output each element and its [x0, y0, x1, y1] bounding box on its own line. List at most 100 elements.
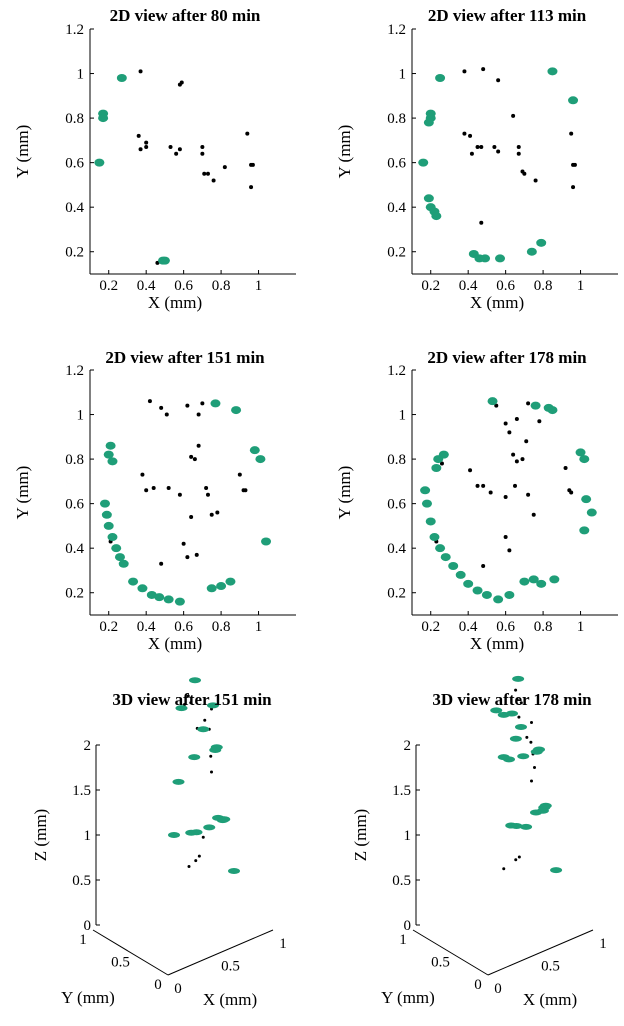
pore-point [163, 595, 174, 604]
particle-point [503, 494, 508, 499]
particle-point [192, 457, 197, 462]
particle-point [572, 162, 577, 167]
particle-point [185, 555, 190, 560]
particle-point [469, 151, 474, 156]
y-tick-label: 0.2 [387, 586, 406, 602]
particle-point [250, 162, 255, 167]
particle-point [243, 488, 248, 493]
pore-point [493, 595, 504, 604]
pore-point [448, 562, 459, 570]
pore-point [487, 397, 498, 406]
particle-point [494, 403, 499, 408]
x-tick-label: 1 [599, 936, 607, 952]
x-axis-label: X (mm) [523, 990, 577, 1009]
pore-point [530, 748, 543, 755]
panel-title-80: 2D view after 80 min [109, 6, 261, 25]
y-tick-label: 0.8 [65, 452, 84, 468]
particle-point [571, 185, 576, 190]
y-tick-label: 1 [77, 408, 85, 424]
particle-point [522, 171, 527, 176]
pore-point [581, 495, 592, 504]
pore-point [225, 577, 236, 586]
y-tick-label: 1 [399, 932, 407, 948]
particle-point [563, 466, 568, 470]
particle-point [181, 541, 186, 546]
particle-point [479, 145, 484, 150]
z-tick-label: 0.5 [72, 873, 91, 889]
x-axis-line [487, 929, 594, 976]
z-tick-label: 2 [84, 738, 92, 754]
particle-point [503, 535, 508, 540]
particle-point [189, 454, 194, 459]
y-axis-label: Y (mm) [381, 988, 435, 1007]
pore-point [480, 254, 491, 263]
particle-point [481, 483, 486, 488]
particle-point [194, 859, 198, 863]
particle-point [569, 131, 574, 136]
particle-point [138, 147, 143, 152]
pore-point [207, 702, 219, 709]
particle-point [196, 443, 201, 448]
particle-point [531, 512, 536, 517]
x-tick-label: 0.2 [421, 619, 440, 635]
y-tick-label: 0.6 [65, 156, 84, 172]
y-axis-label: Y (mm) [13, 466, 32, 520]
pore-point [463, 579, 474, 588]
pore-point [506, 710, 518, 717]
pore-point [172, 778, 185, 785]
y-tick-label: 1 [399, 67, 407, 83]
pore-point [111, 544, 122, 553]
pore-point [101, 510, 112, 519]
pore-point [539, 802, 552, 809]
particle-point [507, 548, 512, 553]
particle-point [439, 461, 444, 466]
pore-point [189, 677, 201, 684]
pore-point [94, 158, 105, 167]
particle-point [196, 412, 201, 417]
particle-point [140, 472, 145, 477]
x-tick-label: 1 [279, 936, 287, 952]
y-tick-label: 0.6 [387, 156, 406, 172]
particle-point [533, 766, 536, 769]
pore-point [536, 579, 547, 588]
y-axis-label: Y (mm) [335, 466, 354, 520]
particle-point [205, 492, 210, 497]
panel-title-113: 2D view after 113 min [427, 6, 587, 25]
pore-point [175, 705, 188, 712]
x-axis-label: X (mm) [203, 990, 257, 1009]
z-tick-label: 0 [84, 918, 92, 934]
particle-point [496, 78, 501, 83]
particle-point [496, 149, 501, 154]
particle-point [144, 145, 149, 150]
x-tick-label: 0.5 [541, 959, 560, 975]
x-tick-label: 0.8 [534, 278, 553, 294]
pore-point [116, 74, 127, 82]
pore-point [517, 753, 530, 760]
pore-point [99, 499, 110, 508]
y-tick-label: 0.6 [387, 497, 406, 513]
pore-point [216, 582, 227, 591]
particle-point [201, 835, 205, 839]
particle-point [200, 151, 205, 156]
y-tick-label: 1.2 [387, 22, 406, 38]
particle-point [519, 701, 523, 705]
pore-point [579, 526, 590, 535]
y-tick-label: 0.5 [111, 955, 130, 971]
pore-point [218, 816, 231, 823]
panel-title-151: 2D view after 151 min [105, 348, 265, 367]
x-tick-label: 0.2 [421, 278, 440, 294]
pore-point [512, 675, 525, 682]
particle-point [237, 472, 242, 477]
x-axis-label: X (mm) [470, 634, 524, 653]
particle-point [144, 488, 149, 493]
pore-point [503, 756, 515, 763]
pore-point [547, 67, 558, 76]
particle-point [492, 145, 497, 150]
particle-point [481, 564, 486, 568]
particle-point [513, 483, 517, 488]
x-tick-label: 0 [494, 981, 502, 997]
pore-point [190, 829, 203, 836]
particle-point [159, 405, 164, 410]
particle-point [211, 178, 216, 183]
